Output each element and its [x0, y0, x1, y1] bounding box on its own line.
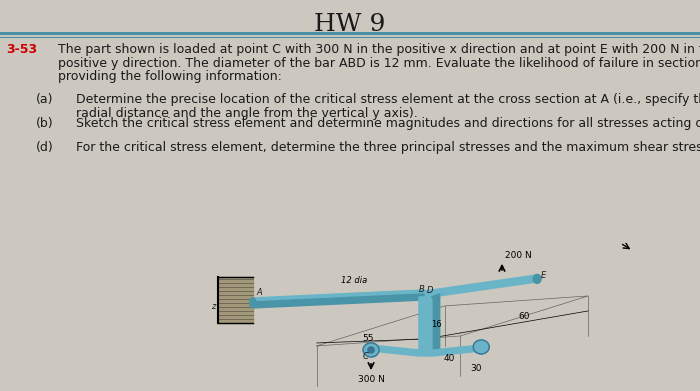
Text: HW 9: HW 9 [314, 13, 386, 36]
Text: Determine the precise location of the critical stress element at the cross secti: Determine the precise location of the cr… [76, 93, 700, 106]
Polygon shape [253, 290, 426, 302]
Text: E: E [540, 271, 545, 280]
Text: providing the following information:: providing the following information: [58, 70, 282, 83]
Text: 200 N: 200 N [505, 251, 532, 260]
Text: (b): (b) [36, 118, 54, 131]
Polygon shape [218, 300, 256, 312]
Text: A: A [256, 288, 262, 297]
Text: 12 dia: 12 dia [341, 276, 367, 285]
Ellipse shape [363, 343, 379, 357]
Text: C: C [363, 352, 369, 361]
Text: The part shown is loaded at point C with 300 N in the positive x direction and a: The part shown is loaded at point C with… [58, 43, 700, 56]
Text: For the critical stress element, determine the three principal stresses and the : For the critical stress element, determi… [76, 142, 700, 154]
Text: 55: 55 [362, 334, 374, 343]
Text: B: B [419, 285, 425, 294]
Text: (d): (d) [36, 142, 54, 154]
Text: radial distance and the angle from the vertical y axis).: radial distance and the angle from the v… [76, 107, 418, 120]
Text: 30: 30 [470, 364, 482, 373]
Bar [218, 277, 253, 323]
Polygon shape [419, 297, 433, 353]
Polygon shape [371, 345, 419, 356]
Polygon shape [426, 275, 537, 298]
Text: 300 N: 300 N [358, 375, 384, 384]
Ellipse shape [473, 340, 489, 354]
Text: Sketch the critical stress element and determine magnitudes and directions for a: Sketch the critical stress element and d… [76, 118, 700, 131]
Text: 3-53: 3-53 [6, 43, 37, 56]
Text: 60: 60 [519, 312, 530, 321]
Text: 16: 16 [431, 320, 442, 329]
Polygon shape [419, 345, 481, 356]
Ellipse shape [533, 274, 541, 283]
Text: positive y direction. The diameter of the bar ABD is 12 mm. Evaluate the likelih: positive y direction. The diameter of th… [58, 57, 700, 70]
Polygon shape [253, 294, 426, 308]
Ellipse shape [368, 347, 374, 353]
Polygon shape [432, 294, 440, 353]
Text: D: D [427, 286, 433, 295]
Text: z: z [211, 302, 216, 311]
Ellipse shape [250, 298, 256, 308]
Text: (a): (a) [36, 93, 53, 106]
Text: 40: 40 [444, 354, 455, 363]
